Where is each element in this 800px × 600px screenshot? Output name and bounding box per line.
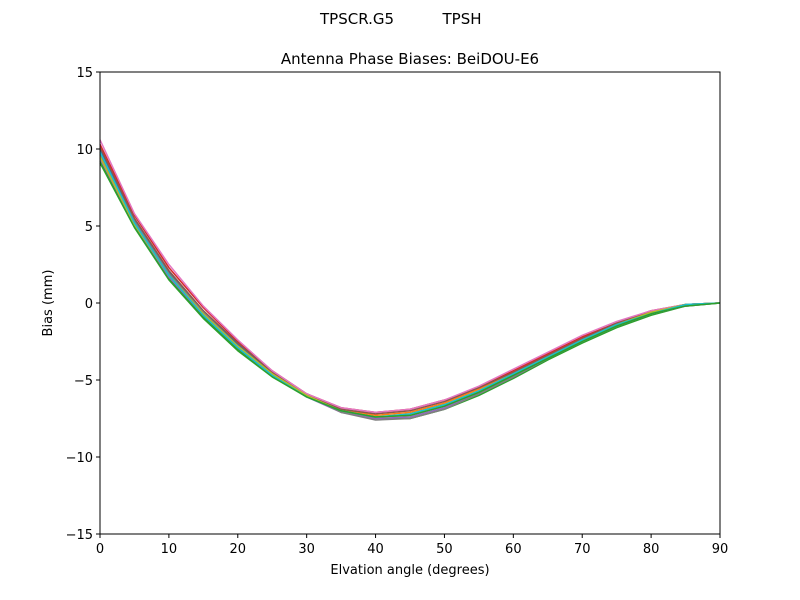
series-line-6 bbox=[99, 147, 721, 415]
x-tick-label: 30 bbox=[298, 542, 315, 557]
y-tick-label: −15 bbox=[66, 528, 93, 543]
x-tick-label: 60 bbox=[505, 542, 522, 557]
x-tick-label: 20 bbox=[230, 542, 247, 557]
x-tick-label: 10 bbox=[161, 542, 178, 557]
series-line-10 bbox=[99, 151, 721, 418]
x-tick-label: 40 bbox=[367, 542, 384, 557]
y-tick-label: −5 bbox=[74, 374, 93, 389]
x-tick-label: 80 bbox=[643, 542, 660, 557]
series-group bbox=[99, 139, 721, 421]
suptitle-left: TPSCR.G5 bbox=[319, 10, 394, 28]
x-tick-label: 50 bbox=[436, 542, 453, 557]
x-axis: 0 10 20 30 40 50 60 70 80 90 bbox=[96, 534, 728, 557]
y-tick-label: −10 bbox=[66, 451, 93, 466]
y-tick-label: 10 bbox=[76, 143, 93, 158]
y-tick-label: 5 bbox=[85, 220, 93, 235]
y-axis-label: Bias (mm) bbox=[41, 270, 56, 337]
y-tick-label: 15 bbox=[76, 66, 93, 81]
series-line-11 bbox=[99, 162, 721, 418]
suptitle-right: TPSH bbox=[441, 10, 481, 28]
x-tick-label: 0 bbox=[96, 542, 104, 557]
x-tick-label: 90 bbox=[712, 542, 729, 557]
y-tick-label: 0 bbox=[85, 297, 93, 312]
x-axis-label: Elvation angle (degrees) bbox=[330, 563, 489, 578]
plot-area bbox=[100, 72, 720, 534]
y-axis: −15 −10 −5 0 5 10 15 bbox=[66, 66, 100, 543]
chart-title: Antenna Phase Biases: BeiDOU-E6 bbox=[281, 50, 539, 68]
x-tick-label: 70 bbox=[574, 542, 591, 557]
series-line-7 bbox=[99, 139, 721, 414]
